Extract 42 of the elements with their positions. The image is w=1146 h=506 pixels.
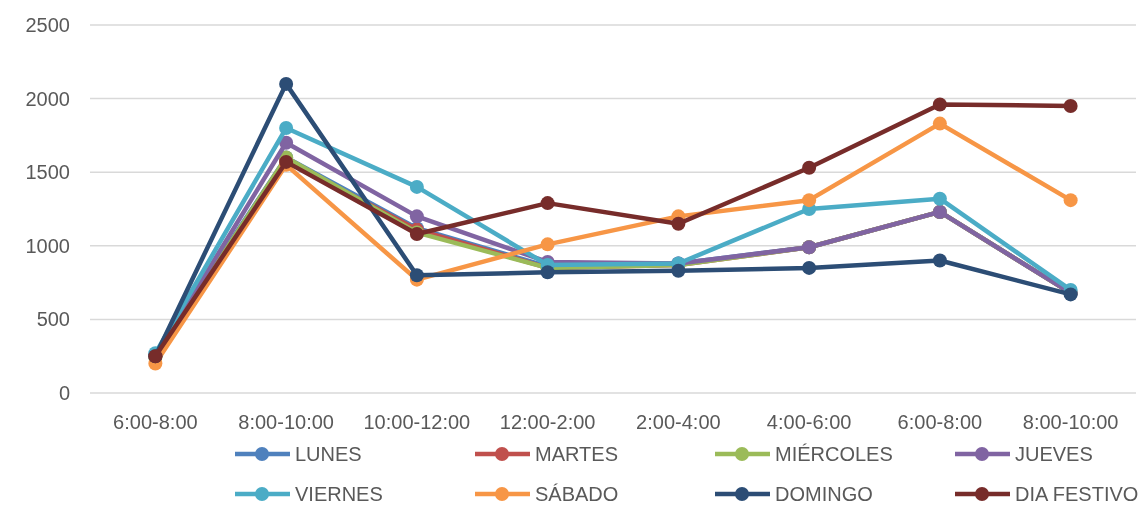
point [279, 121, 294, 136]
y-tick-label: 500 [36, 308, 70, 331]
x-tick-label: 6:00-8:00 [113, 411, 198, 433]
legend-label: DOMINGO [775, 483, 873, 505]
point [932, 191, 947, 206]
point [932, 253, 947, 268]
point [802, 193, 817, 208]
y-tick-label: 2500 [25, 14, 70, 36]
point [671, 263, 686, 278]
legend-label: VIERNES [295, 483, 383, 505]
legend-label: DIA FESTIVO [1015, 483, 1139, 505]
y-tick-label: 1500 [25, 161, 70, 184]
legend-label: MARTES [535, 443, 618, 465]
legend-label: LUNES [295, 443, 362, 465]
legend-label: JUEVES [1015, 443, 1093, 465]
legend-label: MIÉRCOLES [775, 443, 893, 465]
x-tick-label: 8:00-10:00 [238, 411, 334, 433]
point [279, 135, 294, 150]
x-tick-label: 12:00-2:00 [499, 411, 596, 433]
point [409, 268, 424, 283]
y-tick-label: 1000 [25, 234, 70, 257]
legend-label: SÁBADO [535, 483, 619, 505]
point [540, 196, 555, 211]
point [409, 209, 424, 224]
point [932, 97, 947, 112]
y-tick-label: 2000 [25, 87, 70, 110]
point [279, 76, 294, 91]
point [932, 116, 947, 131]
x-tick-label: 6:00-8:00 [897, 411, 983, 433]
point [540, 237, 555, 252]
x-tick-label: 10:00-12:00 [363, 411, 471, 433]
point [671, 216, 686, 231]
point [802, 260, 817, 275]
point [1063, 193, 1078, 208]
point [1063, 98, 1078, 113]
point [540, 265, 555, 280]
x-tick-label: 8:00-10:00 [1022, 411, 1119, 433]
point [409, 179, 424, 194]
y-tick-label: 0 [58, 382, 70, 404]
x-tick-label: 2:00-4:00 [636, 411, 721, 433]
x-tick-label: 4:00-6:00 [766, 411, 852, 433]
point [802, 160, 817, 175]
